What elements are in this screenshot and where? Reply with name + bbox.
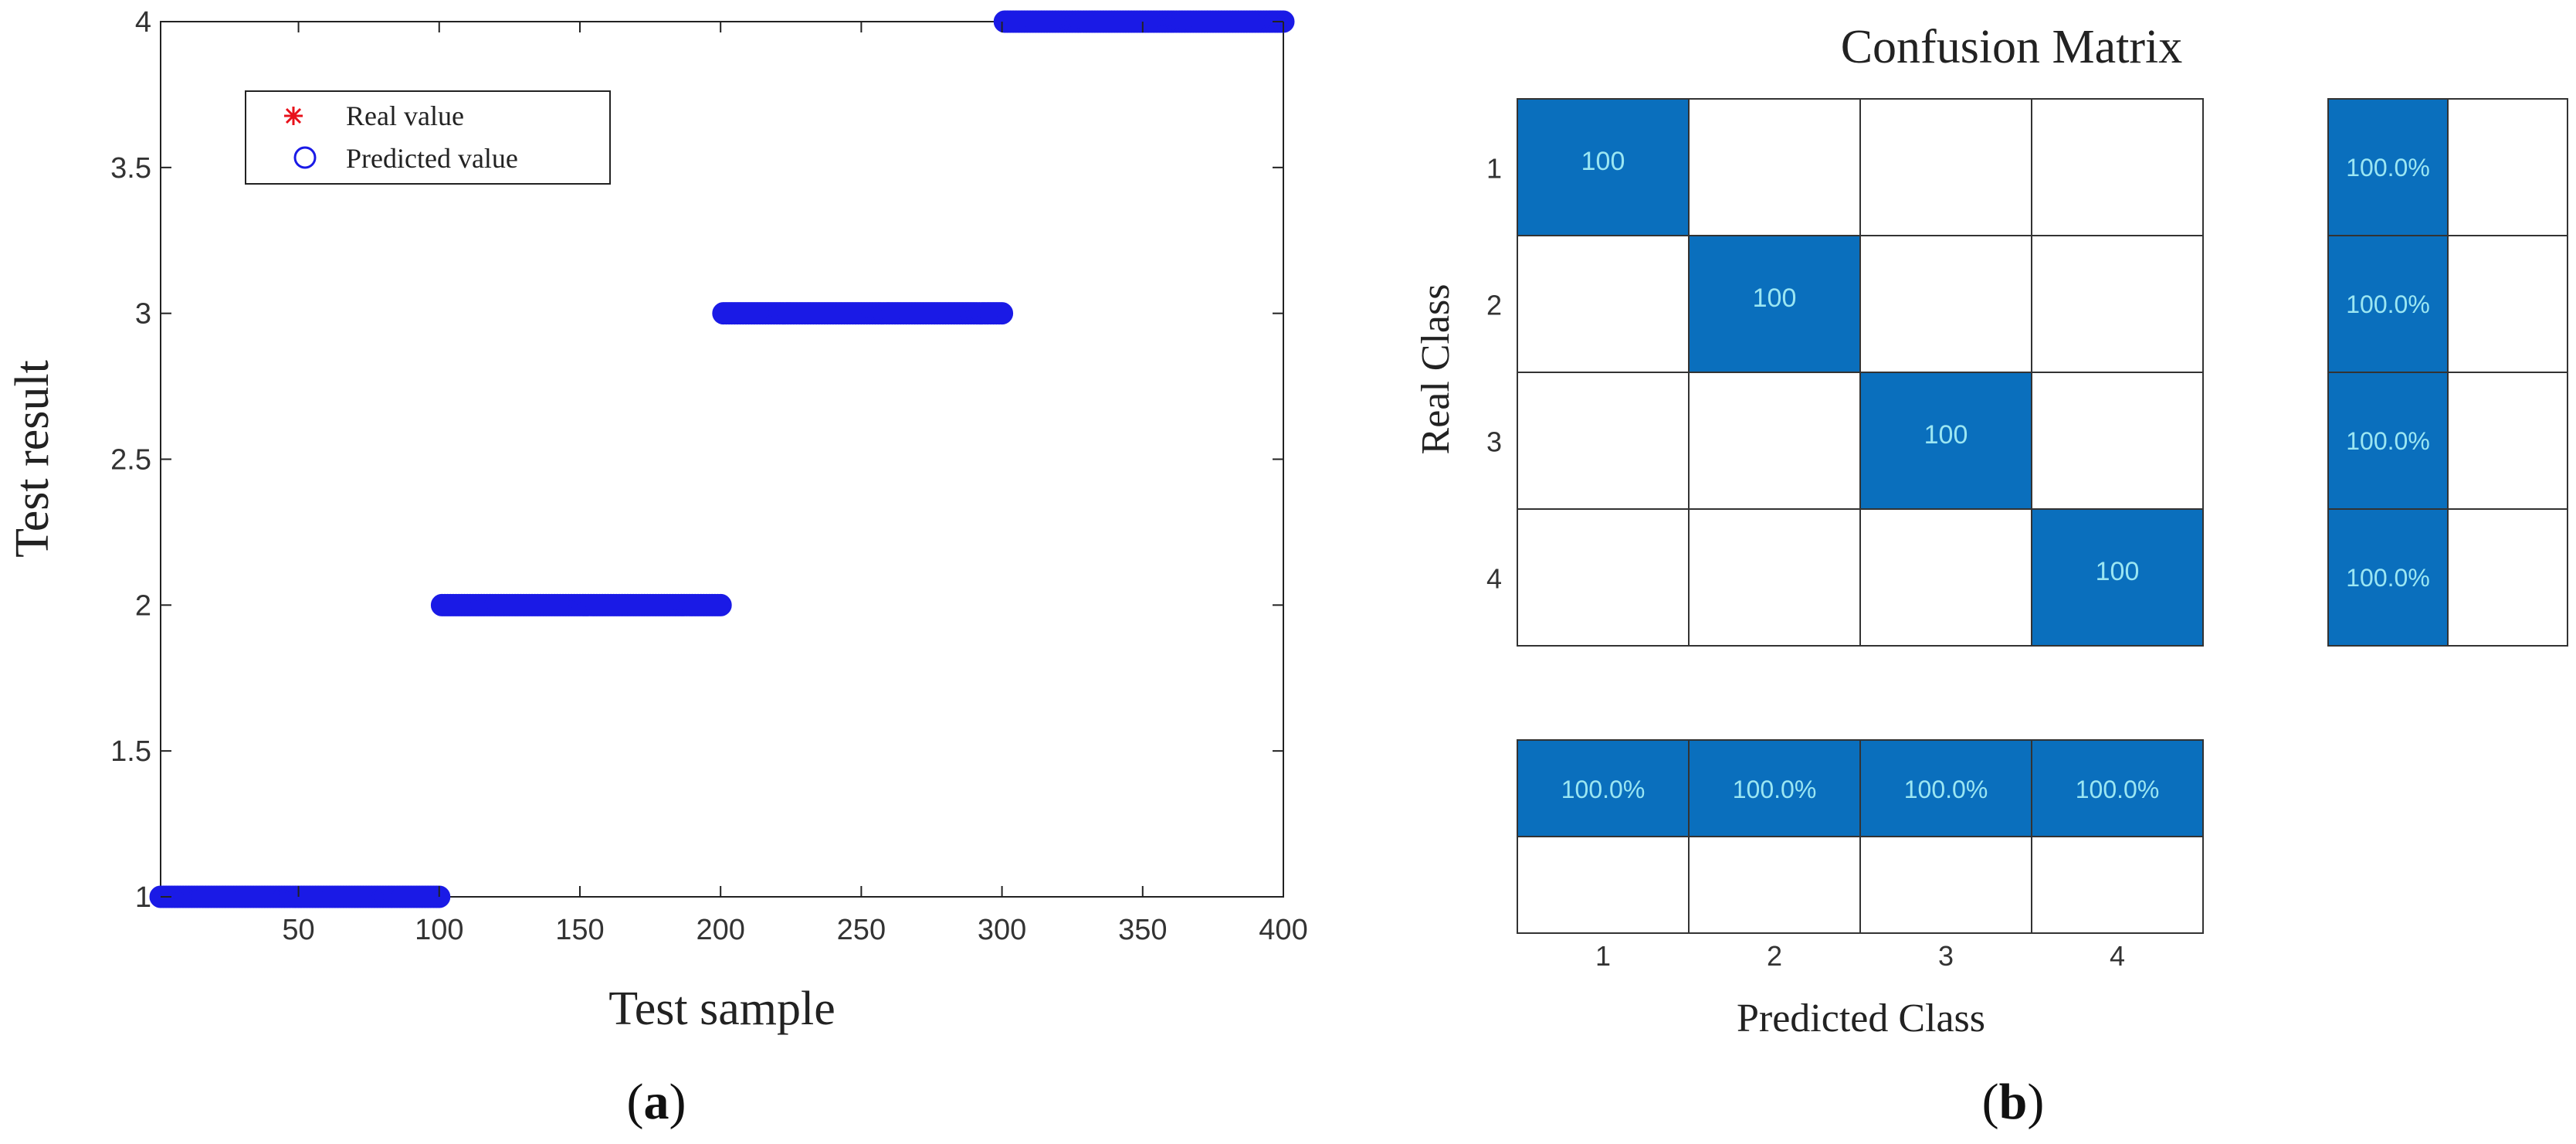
y-axis-label: Test result <box>6 360 59 558</box>
class-labels: 1 1 2 2 3 3 4 4 <box>1486 153 2125 973</box>
matrix-grid: 100 100 100 100 <box>1517 98 2204 647</box>
column-summary-value: 100.0% <box>2076 776 2160 803</box>
y-tick-label: 3 <box>135 298 151 331</box>
real-class-label: Real Class <box>1414 284 1458 455</box>
y-tick-label: 1 <box>135 881 151 914</box>
row-summary-cell <box>2327 372 2449 510</box>
x-tick-label: 350 <box>1118 914 1167 946</box>
column-summary-cell <box>1688 739 1861 837</box>
x-tick-label: 300 <box>978 914 1026 946</box>
legend-circle-icon <box>293 146 317 169</box>
matrix-cell <box>1517 98 1690 236</box>
column-summary-value: 100.0% <box>1904 776 1988 803</box>
panel-label-b: (b) <box>1982 1074 2045 1130</box>
matrix-cell <box>2031 98 2204 236</box>
column-class-label: 2 <box>1767 940 1782 972</box>
y-tick-label: 2.5 <box>110 444 151 477</box>
column-class-label: 1 <box>1595 940 1611 972</box>
matrix-cell <box>1859 372 2032 510</box>
x-tick-label: 150 <box>555 914 604 946</box>
row-summary: 100.0% 100.0% 100.0% 100.0% <box>2327 98 2568 647</box>
matrix-cell-value: 100 <box>2096 557 2140 586</box>
column-class-label: 4 <box>2110 940 2125 972</box>
row-class-label: 3 <box>1486 426 1502 458</box>
y-tick-label: 2 <box>135 589 151 622</box>
legend-real-label: Real value <box>346 100 464 131</box>
panel-label-a: (a) <box>627 1074 686 1130</box>
x-tick-label: 200 <box>696 914 744 946</box>
matrix-cell <box>1517 235 1690 373</box>
row-summary-empty-cell <box>2447 372 2568 510</box>
y-tick-label: 3.5 <box>110 152 151 185</box>
matrix-cell-value: 100 <box>1924 420 1968 450</box>
legend-predicted-label: Predicted value <box>346 143 518 174</box>
row-summary-value: 100.0% <box>2346 427 2430 455</box>
row-class-label: 2 <box>1486 290 1502 321</box>
row-summary-empty-cell <box>2447 98 2568 236</box>
row-summary-value: 100.0% <box>2346 290 2430 318</box>
predicted-value-marker <box>991 302 1014 325</box>
row-class-label: 4 <box>1486 563 1502 595</box>
panel-label-b-letter: b <box>1999 1074 2028 1130</box>
column-summary: 100.0% 100.0% 100.0% 100.0% <box>1517 739 2204 934</box>
row-summary-cell <box>2327 235 2449 373</box>
column-summary-cell <box>1517 739 1690 837</box>
column-summary-empty-cell <box>1859 836 2032 934</box>
x-tick-label: 400 <box>1259 914 1307 946</box>
column-summary-empty-cell <box>1688 836 1861 934</box>
axis-ticks: 50 100 150 200 250 300 350 400 1 1.5 2 2.5 3 3.5 4 <box>110 6 1308 946</box>
matrix-cell <box>1688 98 1861 236</box>
column-summary-value: 100.0% <box>1733 776 1817 803</box>
row-summary-value: 100.0% <box>2346 564 2430 592</box>
matrix-cell <box>1688 508 1861 647</box>
column-summary-cell <box>1859 739 2032 837</box>
x-axis-label: Test sample <box>608 983 836 1035</box>
matrix-cell-value: 100 <box>1581 147 1625 176</box>
legend: Real value Predicted value <box>245 90 611 185</box>
y-tick-label: 4 <box>135 6 151 39</box>
matrix-title: Confusion Matrix <box>1841 21 2183 73</box>
matrix-cell <box>1517 508 1690 647</box>
panel-label-a-letter: a <box>644 1074 669 1130</box>
row-summary-cell <box>2327 508 2449 647</box>
predicted-value-marker <box>709 593 732 616</box>
column-class-label: 3 <box>1938 940 1954 972</box>
matrix-cell-value: 100 <box>1753 283 1797 313</box>
matrix-cell <box>1517 372 1690 510</box>
matrix-cell <box>1859 235 2032 373</box>
matrix-cell <box>2031 372 2204 510</box>
column-summary-value: 100.0% <box>1561 776 1646 803</box>
matrix-cell <box>2031 235 2204 373</box>
scatter-panel: 50 100 150 200 250 300 350 400 1 1.5 2 2.5 3 3.5 4 Tes… <box>6 6 1308 1130</box>
matrix-cell <box>1688 372 1861 510</box>
matrix-cell <box>2031 508 2204 647</box>
row-class-label: 1 <box>1486 153 1502 185</box>
predicted-class-label: Predicted Class <box>1737 996 1985 1040</box>
data-markers <box>149 10 1295 908</box>
matrix-cell <box>1859 508 2032 647</box>
row-summary-value: 100.0% <box>2346 154 2430 182</box>
column-summary-empty-cell <box>2031 836 2204 934</box>
x-tick-label: 250 <box>837 914 886 946</box>
matrix-cell <box>1859 98 2032 236</box>
x-tick-label: 50 <box>282 914 314 946</box>
column-summary-cell <box>2031 739 2204 837</box>
column-summary-empty-cell <box>1517 836 1690 934</box>
row-summary-empty-cell <box>2447 235 2568 373</box>
legend-asterisk-icon <box>284 107 303 125</box>
row-summary-empty-cell <box>2447 508 2568 647</box>
y-tick-label: 1.5 <box>110 735 151 768</box>
x-tick-label: 100 <box>415 914 463 946</box>
row-summary-cell <box>2327 98 2449 236</box>
